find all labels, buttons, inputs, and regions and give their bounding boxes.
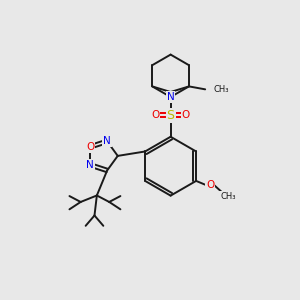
- Text: CH₃: CH₃: [213, 85, 229, 94]
- Text: CH₃: CH₃: [220, 192, 236, 201]
- Text: S: S: [167, 109, 175, 122]
- Text: N: N: [86, 160, 94, 170]
- Text: N: N: [103, 136, 111, 146]
- Text: O: O: [86, 142, 94, 152]
- Text: O: O: [151, 110, 159, 120]
- Text: O: O: [182, 110, 190, 120]
- Text: N: N: [167, 92, 175, 102]
- Text: O: O: [206, 180, 214, 190]
